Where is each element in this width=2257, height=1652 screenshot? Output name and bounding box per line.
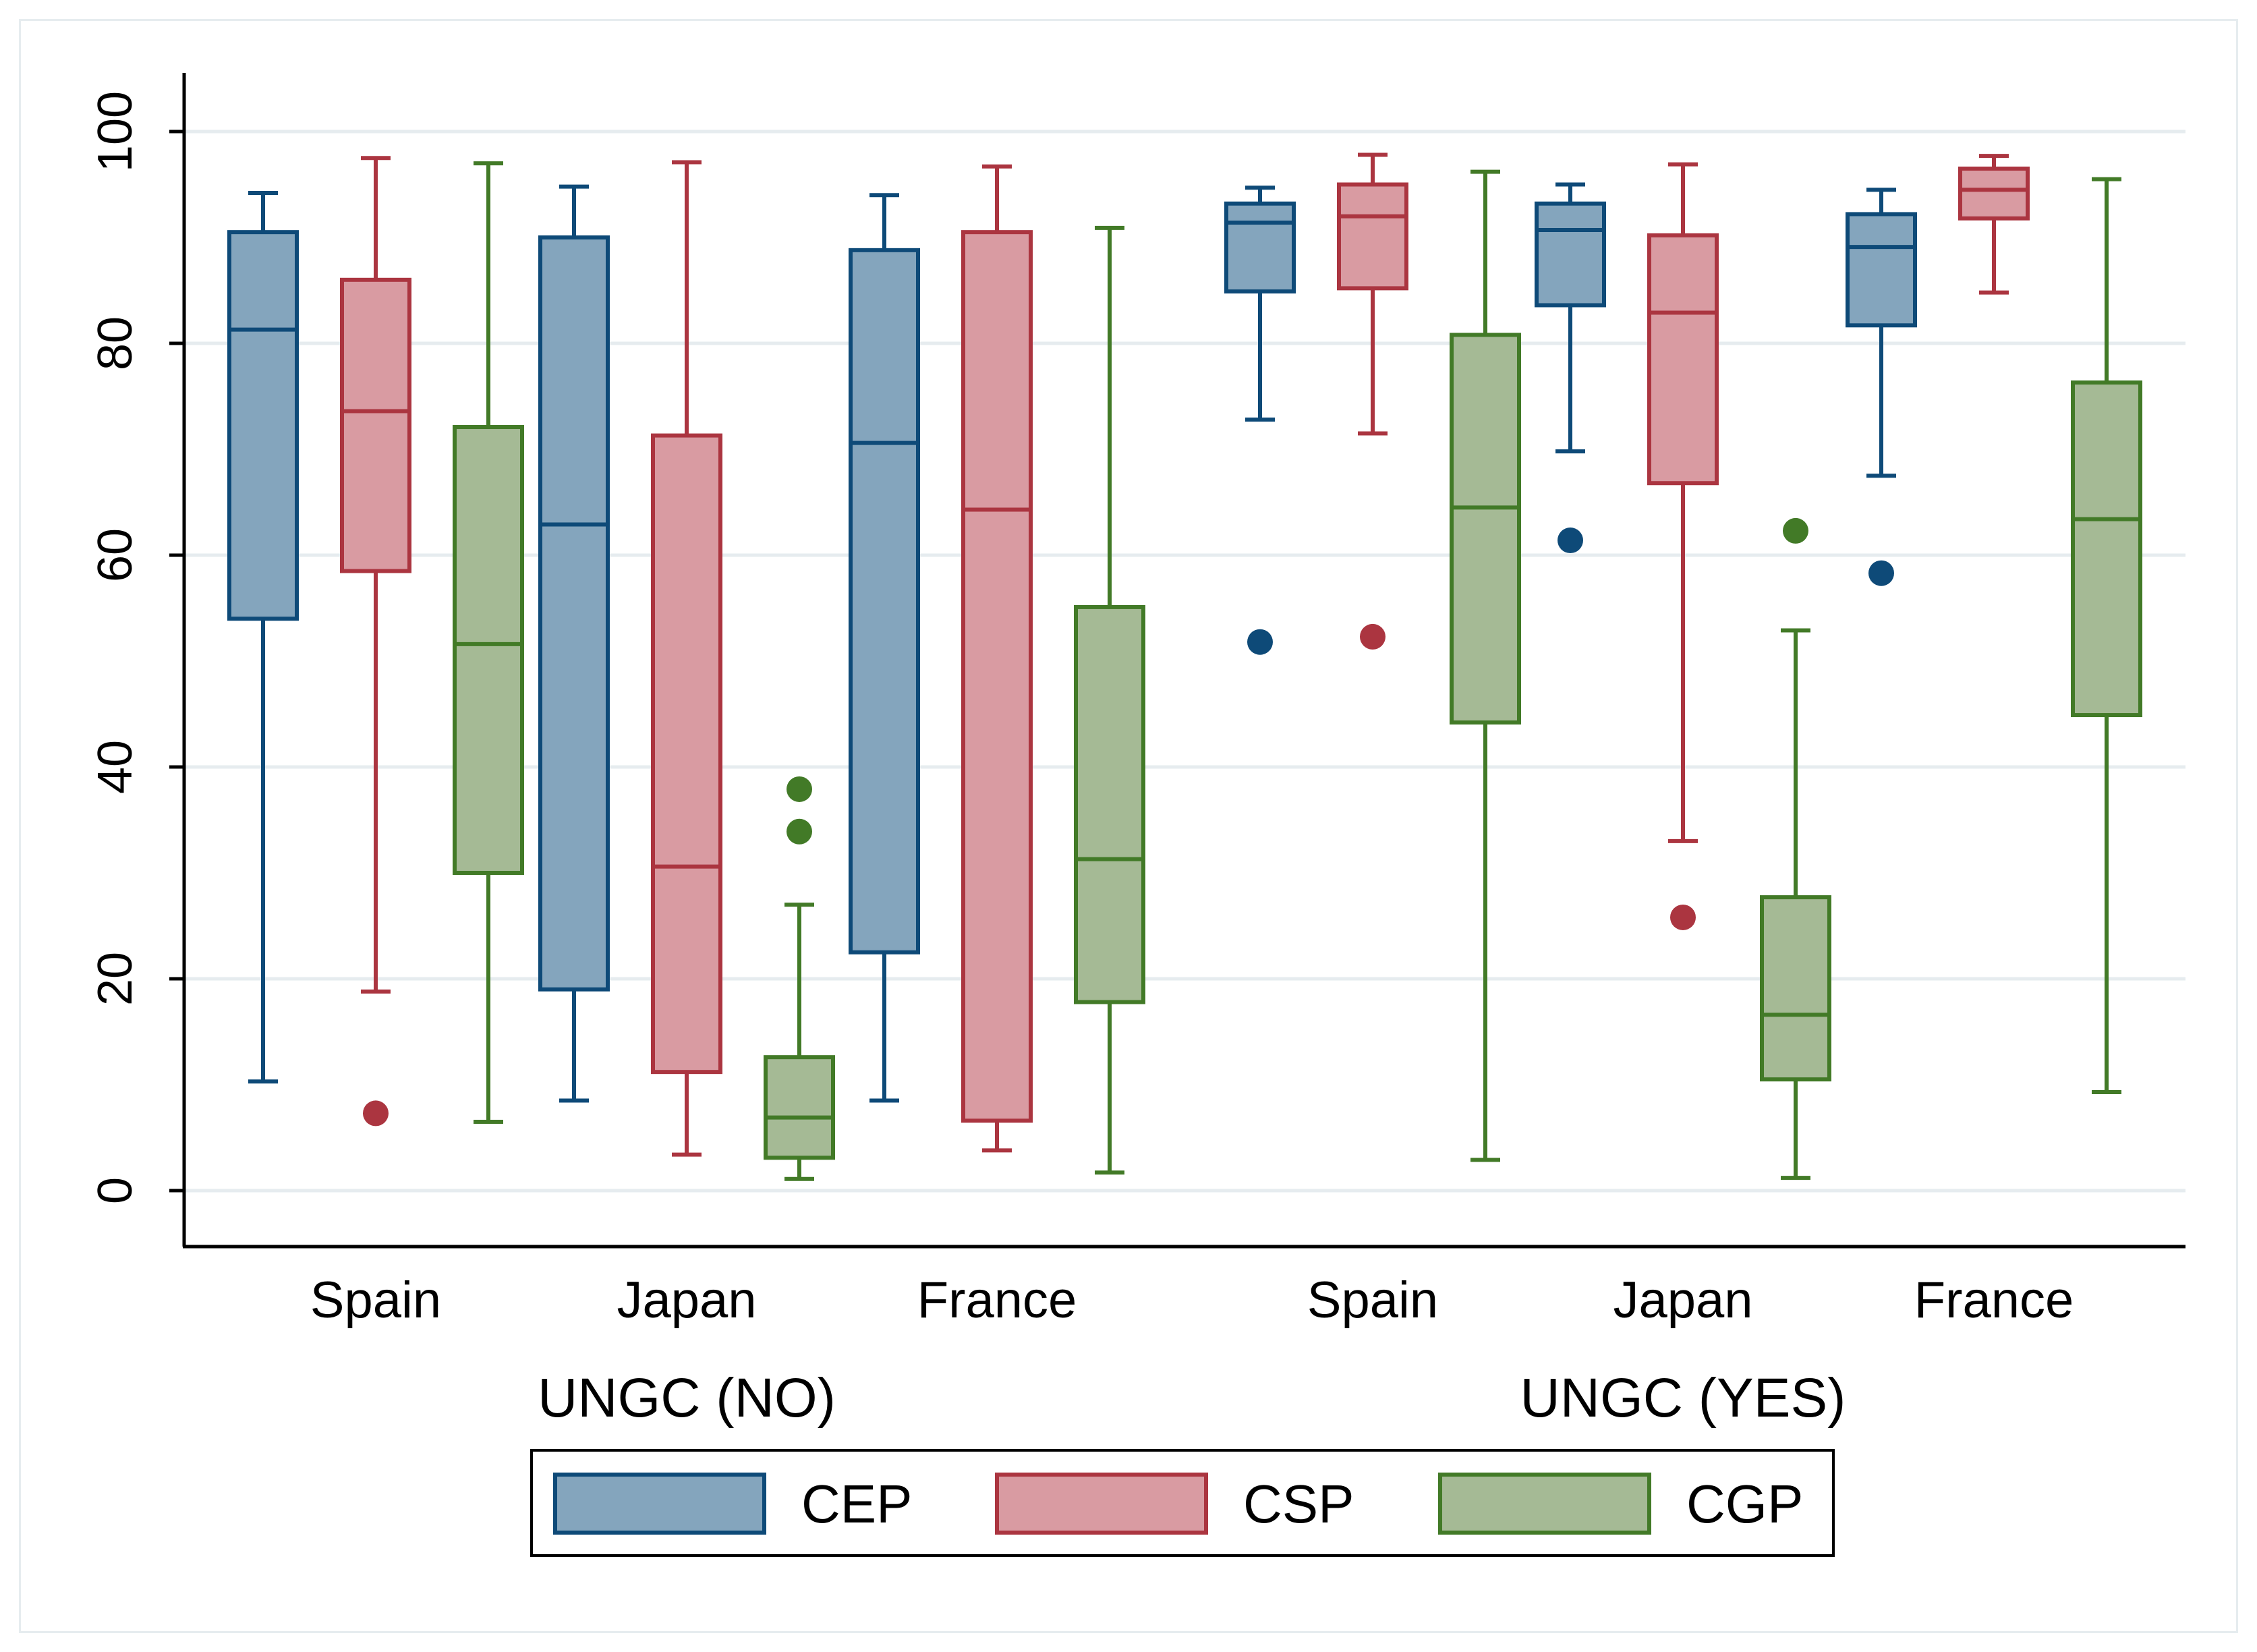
box-iqr <box>764 1055 835 1160</box>
box-iqr <box>1337 182 1408 291</box>
box-iqr <box>2071 380 2142 718</box>
outlier-point <box>1868 560 1894 586</box>
box-iqr <box>538 235 610 992</box>
category-label-spain: Spain <box>1307 1272 1438 1329</box>
box-cep-spain-no <box>227 191 299 1084</box>
group-label-ungc-no: UNGC (NO) <box>538 1367 836 1429</box>
boxes <box>227 152 2142 1181</box>
box-iqr <box>1074 604 1145 1004</box>
box-iqr <box>1224 201 1296 294</box>
outlier-point <box>787 818 812 845</box>
box-cgp-france-no <box>1074 225 1145 1175</box>
box-cep-spain-yes <box>1224 186 1296 655</box>
legend-label-csp: CSP <box>1243 1474 1354 1534</box>
box-iqr <box>1450 333 1521 725</box>
box-csp-japan-no <box>651 160 722 1157</box>
y-tick-label-20: 20 <box>88 952 142 1006</box>
box-iqr <box>1647 233 1719 486</box>
box-iqr <box>849 248 920 955</box>
category-label-france: France <box>1914 1272 2074 1329</box>
legend-label-cgp: CGP <box>1686 1474 1803 1534</box>
category-label-japan: Japan <box>1613 1272 1752 1329</box>
box-cep-japan-no <box>538 184 610 1103</box>
y-tick-label-100: 100 <box>88 91 142 172</box>
category-label-france: France <box>917 1272 1077 1329</box>
box-iqr <box>1760 895 1831 1082</box>
outlier-point <box>1360 623 1385 650</box>
legend: CEP CSP CGP <box>530 1449 1835 1557</box>
box-cep-france-no <box>849 193 920 1103</box>
box-csp-france-no <box>961 164 1033 1153</box>
legend-swatch-cep <box>553 1473 766 1535</box>
chart-frame <box>19 19 2238 1633</box>
outlier-point <box>1670 904 1696 930</box>
outlier-point <box>1558 528 1583 554</box>
box-iqr <box>340 277 411 573</box>
box-iqr <box>651 433 722 1075</box>
outlier-point <box>1783 517 1808 544</box>
box-csp-japan-yes <box>1647 162 1719 930</box>
box-iqr <box>961 230 1033 1123</box>
box-cgp-spain-yes <box>1450 169 1521 1162</box>
category-label-spain: Spain <box>310 1272 441 1329</box>
box-iqr <box>1846 212 1917 328</box>
outlier-point <box>363 1100 389 1127</box>
outlier-point <box>787 776 812 802</box>
box-iqr <box>453 425 524 875</box>
box-csp-spain-yes <box>1337 152 1408 650</box>
box-cep-japan-yes <box>1535 182 1606 554</box>
box-cgp-spain-no <box>453 161 524 1124</box>
box-cgp-japan-yes <box>1760 517 1831 1180</box>
box-cgp-france-yes <box>2071 177 2142 1094</box>
group-label-ungc-yes: UNGC (YES) <box>1520 1367 1846 1429</box>
outlier-point <box>1247 629 1273 655</box>
legend-swatch-cgp <box>1438 1473 1651 1535</box>
legend-swatch-csp <box>995 1473 1208 1535</box>
axes: Spain Japan France Spain Japan France UNGC (NO… <box>88 73 2185 1429</box>
box-iqr <box>1958 166 2030 221</box>
legend-label-cep: CEP <box>801 1474 913 1534</box>
box-iqr <box>227 230 299 621</box>
box-cep-france-yes <box>1846 188 1917 586</box>
y-tick-label-0: 0 <box>88 1177 142 1204</box>
y-tick-label-40: 40 <box>88 740 142 794</box>
box-iqr <box>1535 201 1606 308</box>
y-tick-label-80: 80 <box>88 316 142 370</box>
y-tick-label-60: 60 <box>88 528 142 582</box>
box-csp-france-yes <box>1958 154 2030 295</box>
box-cgp-japan-no <box>764 776 835 1181</box>
box-csp-spain-no <box>340 156 411 1127</box>
category-label-japan: Japan <box>617 1272 756 1329</box>
